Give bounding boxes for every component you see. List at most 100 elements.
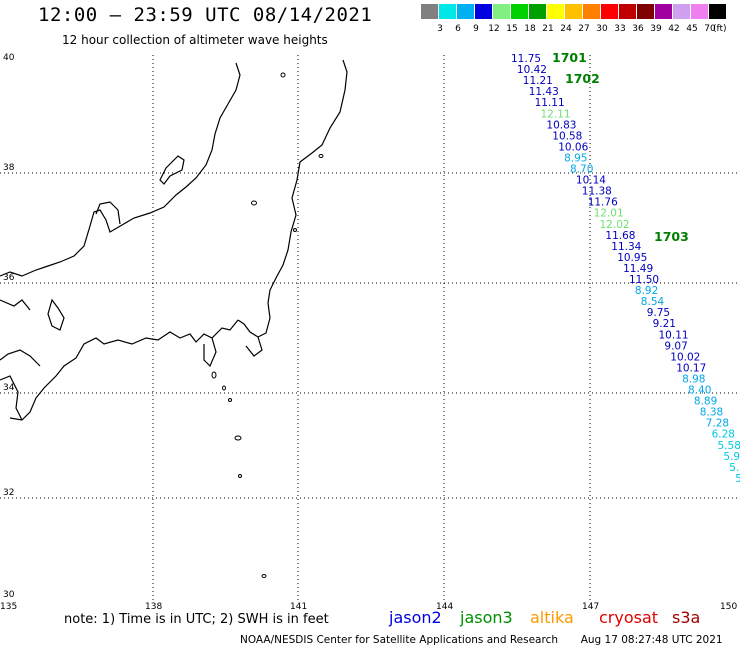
wave-height-value: 10.95 — [617, 252, 647, 264]
legend-item: jason2 — [389, 608, 442, 627]
scale-swatch — [439, 4, 456, 19]
wave-height-value: 10.02 — [670, 351, 700, 363]
longitude-label: 138 — [145, 602, 163, 612]
scale-unit: (ft) — [713, 24, 727, 34]
scale-swatch — [673, 4, 690, 19]
scale-swatch — [583, 4, 600, 19]
scale-swatch — [601, 4, 618, 19]
scale-swatch — [493, 4, 510, 19]
latitude-label: 32 — [3, 488, 15, 498]
wave-height-value: 11.38 — [582, 186, 612, 198]
wave-height-value: 11.50 — [629, 274, 659, 286]
latitude-label: 30 — [3, 590, 15, 600]
credit-text: NOAA/NESDIS Center for Satellite Applica… — [240, 634, 558, 646]
longitude-label: 150 — [720, 602, 738, 612]
legend-item: altika — [530, 608, 574, 627]
wave-height-value: 12.02 — [600, 219, 630, 231]
page-subtitle: 12 hour collection of altimeter wave hei… — [62, 33, 328, 47]
wave-height-value: 8.54 — [641, 296, 665, 308]
wave-height-value: 10.83 — [546, 119, 576, 131]
longitude-label: 147 — [582, 602, 600, 612]
wave-height-value: 8.40 — [688, 385, 711, 397]
wave-height-value: 12.11 — [541, 108, 571, 120]
wave-height-value: 5. — [729, 462, 739, 474]
wave-height-value: 11.49 — [623, 263, 653, 275]
wave-height-value: 12.01 — [594, 208, 624, 220]
wave-height-value: 11.21 — [523, 75, 553, 87]
wave-height-value: 7.28 — [706, 418, 729, 430]
scale-label: 21 — [542, 24, 554, 34]
coastline — [0, 59, 348, 421]
wave-height-value: 10.14 — [576, 175, 606, 187]
scale-label: 12 — [488, 24, 500, 34]
scale-label: 18 — [524, 24, 536, 34]
latitude-label: 40 — [3, 53, 15, 63]
scale-swatch — [637, 4, 654, 19]
longitude-label: 141 — [290, 602, 308, 612]
islands — [211, 72, 324, 578]
scale-label: 70 — [704, 24, 716, 34]
scale-swatch — [475, 4, 492, 19]
legend-item: cryosat — [599, 608, 659, 627]
wave-height-value: 10.17 — [676, 362, 706, 374]
wave-height-value: 5.58 — [718, 440, 740, 452]
scale-swatch — [709, 4, 726, 19]
latitude-label: 34 — [3, 383, 15, 393]
legend-item: s3a — [672, 608, 701, 627]
scale-label: 27 — [578, 24, 590, 34]
scale-label: 36 — [632, 24, 644, 34]
latitude-label: 36 — [3, 273, 15, 283]
scale-label: 30 — [596, 24, 608, 34]
scale-swatch — [457, 4, 474, 19]
wave-height-value: 11.34 — [611, 241, 641, 253]
wave-height-value: 6.28 — [712, 429, 735, 441]
scale-label: 24 — [560, 24, 572, 34]
scale-swatch — [421, 4, 438, 19]
wave-height-value: 10.06 — [558, 141, 588, 153]
longitude-label: 144 — [436, 602, 454, 612]
wave-height-value: 11.68 — [605, 230, 635, 242]
wave-height-value: 11.76 — [588, 197, 618, 209]
footer: NOAA/NESDIS Center for Satellite Applica… — [240, 634, 723, 646]
wave-height-value: 8.95 — [564, 152, 587, 164]
scale-label: 6 — [455, 24, 461, 34]
wave-height-value: 8.70 — [570, 164, 593, 176]
pass-number-label: 1703 — [654, 229, 689, 244]
wave-height-value: 8.89 — [694, 396, 717, 408]
wave-height-value: 9.75 — [647, 307, 670, 319]
wave-height-value: 10.58 — [552, 130, 582, 142]
wave-height-value: 11.75 — [511, 53, 541, 65]
wave-height-value: 8.98 — [682, 373, 705, 385]
pass-labels: 1701 1702 1703 — [552, 50, 689, 244]
scale-label: 15 — [506, 24, 518, 34]
wave-height-value: 9.07 — [664, 340, 687, 352]
wave-height-value: 10.42 — [517, 64, 547, 76]
scale-swatch — [619, 4, 636, 19]
scale-label: 39 — [650, 24, 662, 34]
scale-swatch — [691, 4, 708, 19]
scale-label: 3 — [437, 24, 443, 34]
scale-label: 42 — [668, 24, 680, 34]
scale-label: 33 — [614, 24, 626, 34]
wave-height-value: 8.92 — [635, 285, 658, 297]
scale-swatch — [655, 4, 672, 19]
wave-height-value: 5 — [735, 473, 740, 485]
scale-swatch — [529, 4, 546, 19]
legend-item: jason3 — [460, 608, 513, 627]
scale-label: 9 — [473, 24, 479, 34]
wave-height-value: 8.38 — [700, 407, 723, 419]
pass-number-label: 1701 — [552, 50, 587, 65]
latitude-label: 38 — [3, 163, 15, 173]
wave-height-value: 9.21 — [653, 318, 676, 330]
wave-height-value: 10.11 — [659, 329, 689, 341]
timestamp-text: Aug 17 08:27:48 UTC 2021 — [580, 634, 723, 646]
wave-height-value: 11.43 — [529, 86, 559, 98]
wave-height-track: 11.7510.4211.2111.4311.1112.1110.8310.58… — [511, 53, 740, 485]
wave-height-value: 5.9 — [723, 451, 740, 463]
scale-swatch — [511, 4, 528, 19]
scale-label: 45 — [686, 24, 698, 34]
page-title: 12:00 – 23:59 UTC 08/14/2021 — [38, 4, 373, 26]
scale-swatch — [565, 4, 582, 19]
longitude-label: 135 — [0, 602, 18, 612]
